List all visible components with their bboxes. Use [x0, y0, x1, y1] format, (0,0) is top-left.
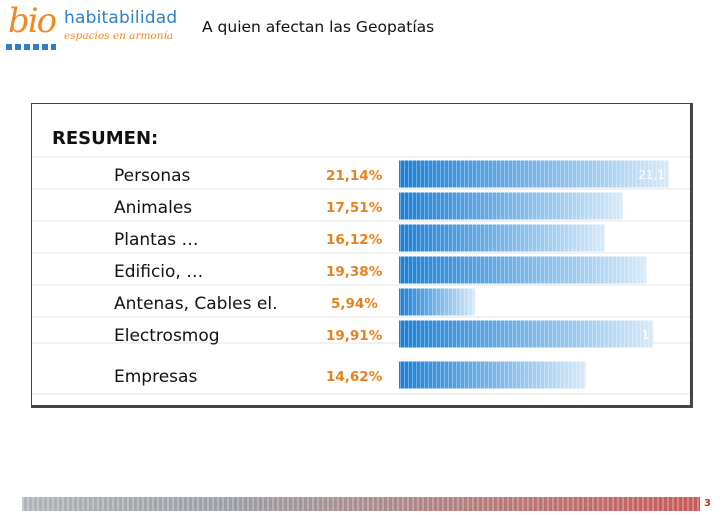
bar-overlay-label: 1 [642, 328, 650, 342]
page-number: 3 [704, 498, 711, 509]
value-label: 21,14% [326, 168, 383, 184]
category-label: Edificio, … [114, 262, 203, 282]
logo-stripe [6, 44, 56, 50]
bar-texture [399, 320, 654, 348]
bar-texture [399, 224, 605, 252]
bar-texture [399, 361, 586, 389]
logo-tagline: espacios en armonía [64, 30, 174, 42]
value-label: 19,91% [326, 328, 383, 344]
category-label: Plantas … [114, 230, 199, 250]
category-label: Empresas [114, 367, 197, 387]
category-label: Animales [114, 198, 192, 218]
bar-overlay-label: 21,1 [638, 168, 665, 182]
category-label: Personas [114, 166, 191, 186]
value-label: 16,12% [326, 232, 383, 248]
value-label: 19,38% [326, 264, 383, 280]
value-label: 5,94% [331, 296, 378, 312]
bar-texture [399, 256, 647, 284]
logo-bio-text: bio [8, 1, 57, 41]
page-title: A quien afectan las Geopatías [202, 18, 435, 36]
bar-texture [399, 288, 475, 316]
bar-texture [399, 192, 623, 220]
category-label: Electrosmog [114, 326, 220, 346]
category-label: Antenas, Cables el. [114, 294, 278, 314]
chart-title: RESUMEN: [52, 128, 158, 149]
logo-wordmark: habitabilidad [64, 8, 178, 28]
bar-chart: RESUMEN: Personas 21,14% 21,1 Animales 17,51… [32, 128, 690, 395]
value-label: 14,62% [326, 369, 383, 385]
value-label: 17,51% [326, 200, 383, 216]
chart-frame: RESUMEN: Personas 21,14% 21,1 Animales 17,51… [31, 103, 693, 408]
logo: bio habitabilidad espacios en armonía [6, 2, 196, 54]
bar-texture [399, 160, 669, 188]
footer-bar [22, 497, 700, 511]
